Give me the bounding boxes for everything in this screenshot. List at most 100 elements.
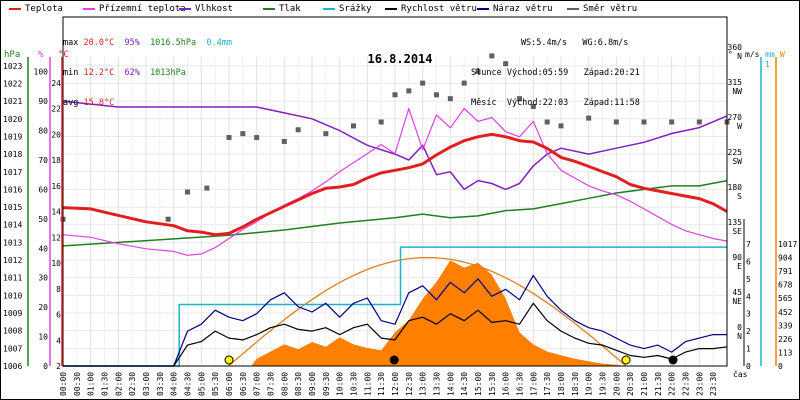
wind-direction-point — [447, 96, 453, 102]
pressure-tick-label: 1020 — [3, 115, 22, 124]
direction-tick-label: N — [737, 332, 742, 341]
x-tick-label: 17:30 — [543, 372, 552, 396]
x-tick-label: 00:00 — [59, 372, 68, 396]
stat-min-press: 1013hPa — [150, 68, 186, 78]
x-tick-label: 21:30 — [654, 372, 663, 396]
legend-swatch — [323, 7, 335, 10]
x-tick-label: 16:30 — [516, 372, 525, 396]
pressure-tick-label: 1009 — [3, 309, 22, 318]
wind-direction-point — [392, 92, 398, 98]
wind-direction-point — [323, 131, 329, 137]
x-tick-label: 04:30 — [184, 372, 193, 396]
humidity-tick-label: 0 — [43, 362, 48, 371]
x-tick-label: 22:30 — [682, 372, 691, 396]
legend-item: Tlak — [263, 4, 301, 15]
x-tick-label: 23:00 — [695, 372, 704, 396]
x-tick-label: 23:30 — [709, 372, 718, 396]
series-naraz-vetru — [63, 274, 727, 367]
x-tick-label: 02:00 — [114, 372, 123, 396]
wind-tick-label: 0 — [746, 362, 751, 371]
x-tick-label: 17:00 — [529, 372, 538, 396]
x-tick-label: 03:00 — [142, 372, 151, 396]
pressure-tick-label: 1008 — [3, 327, 22, 336]
temperature-tick-label: 20 — [51, 130, 61, 139]
direction-tick-value: 0 — [737, 323, 742, 332]
wind-direction-point — [641, 119, 647, 125]
direction-tick-label: SE — [732, 227, 742, 236]
temperature-tick-label: 18 — [51, 156, 61, 165]
wind-direction-point — [503, 61, 509, 67]
legend-item: Srážky — [323, 4, 372, 15]
chart-title: 16.8.2014 — [367, 52, 432, 66]
direction-tick-value: 270 — [728, 113, 743, 122]
radiation-tick-label: 452 — [778, 308, 793, 317]
humidity-tick-label: 80 — [38, 127, 48, 136]
radiation-tick-label: 791 — [778, 267, 793, 276]
astro-block: WS:5.4m/s WG:6.8m/s Slunce Východ:05:59 … — [471, 18, 640, 128]
x-tick-label: 12:30 — [405, 372, 414, 396]
wind-direction-point — [517, 96, 522, 102]
legend-label: Rychlost větru — [401, 4, 477, 14]
humidity-tick-label: 90 — [38, 97, 48, 106]
wind-direction-point — [351, 123, 356, 129]
wind-direction-point — [434, 92, 439, 98]
radiation-tick-label: 113 — [778, 348, 793, 357]
x-tick-label: 08:30 — [294, 372, 303, 396]
sunset-marker — [621, 355, 631, 365]
sunrise-marker — [224, 355, 234, 365]
legend-label: Vlhkost — [195, 4, 233, 14]
direction-tick-label: NW — [732, 87, 742, 96]
wind-direction-point — [420, 80, 426, 86]
legend-swatch — [263, 7, 275, 10]
stat-max-hum: 95% — [124, 38, 140, 48]
humidity-tick-label: 20 — [38, 303, 48, 312]
wind-tick-label: 7 — [746, 240, 751, 249]
legend-label: Tlak — [279, 4, 301, 14]
moon-times: Měsíc Východ:22:03 Západ:11:58 — [471, 98, 640, 108]
stat-max-rain: 0.4mm — [206, 38, 232, 48]
direction-tick-value: 225 — [728, 148, 743, 157]
x-tick-label: 05:00 — [197, 372, 206, 396]
series-prizemni-teplota — [62, 107, 728, 256]
radiation-area — [63, 260, 727, 366]
x-tick-label: 07:00 — [253, 372, 262, 396]
wind-direction-point — [558, 123, 564, 129]
wind-direction-point — [669, 119, 675, 125]
wind-tick-label: 2 — [746, 327, 751, 336]
x-tick-label: 12:00 — [391, 372, 400, 396]
wind-direction-point — [240, 131, 246, 137]
radiation-tick-label: 0 — [778, 362, 783, 371]
x-tick-label: 13:30 — [433, 372, 442, 396]
x-tick-label: 01:30 — [101, 372, 110, 396]
wind-direction-point — [204, 185, 210, 191]
legend-label: Teplota — [25, 4, 63, 14]
series-teplota — [62, 132, 728, 237]
moonrise-marker — [668, 355, 678, 365]
x-tick-label: 19:00 — [585, 372, 594, 396]
clear-sky-radiation-curve — [227, 256, 627, 367]
direction-tick-value: 45 — [732, 288, 742, 297]
temperature-axis-label: °C — [58, 50, 69, 60]
wind-axis-label: m/s — [745, 50, 760, 59]
pressure-tick-label: 1022 — [3, 79, 22, 88]
legend-item: Teplota — [9, 4, 63, 15]
wind-tick-label: 1 — [746, 345, 751, 354]
legend-swatch — [83, 7, 95, 10]
sun-times: Slunce Východ:05:59 Západ:20:21 — [471, 68, 640, 78]
wind-direction-point — [696, 119, 702, 125]
pressure-axis-label: hPa — [4, 50, 20, 60]
direction-tick-value: 360 — [728, 43, 743, 52]
wind-direction-point — [530, 103, 536, 109]
direction-tick-label: W — [737, 122, 742, 131]
x-tick-label: 04:00 — [170, 372, 179, 396]
pressure-tick-label: 1016 — [3, 185, 22, 194]
temperature-tick-label: 12 — [51, 233, 61, 242]
wind-tick-label: 4 — [746, 292, 751, 301]
direction-tick-label: N — [737, 52, 742, 61]
pressure-tick-label: 1021 — [3, 97, 22, 106]
rain-axis-label: mm — [765, 50, 775, 59]
x-tick-label: 07:30 — [267, 372, 276, 396]
pressure-tick-label: 1013 — [3, 238, 22, 247]
